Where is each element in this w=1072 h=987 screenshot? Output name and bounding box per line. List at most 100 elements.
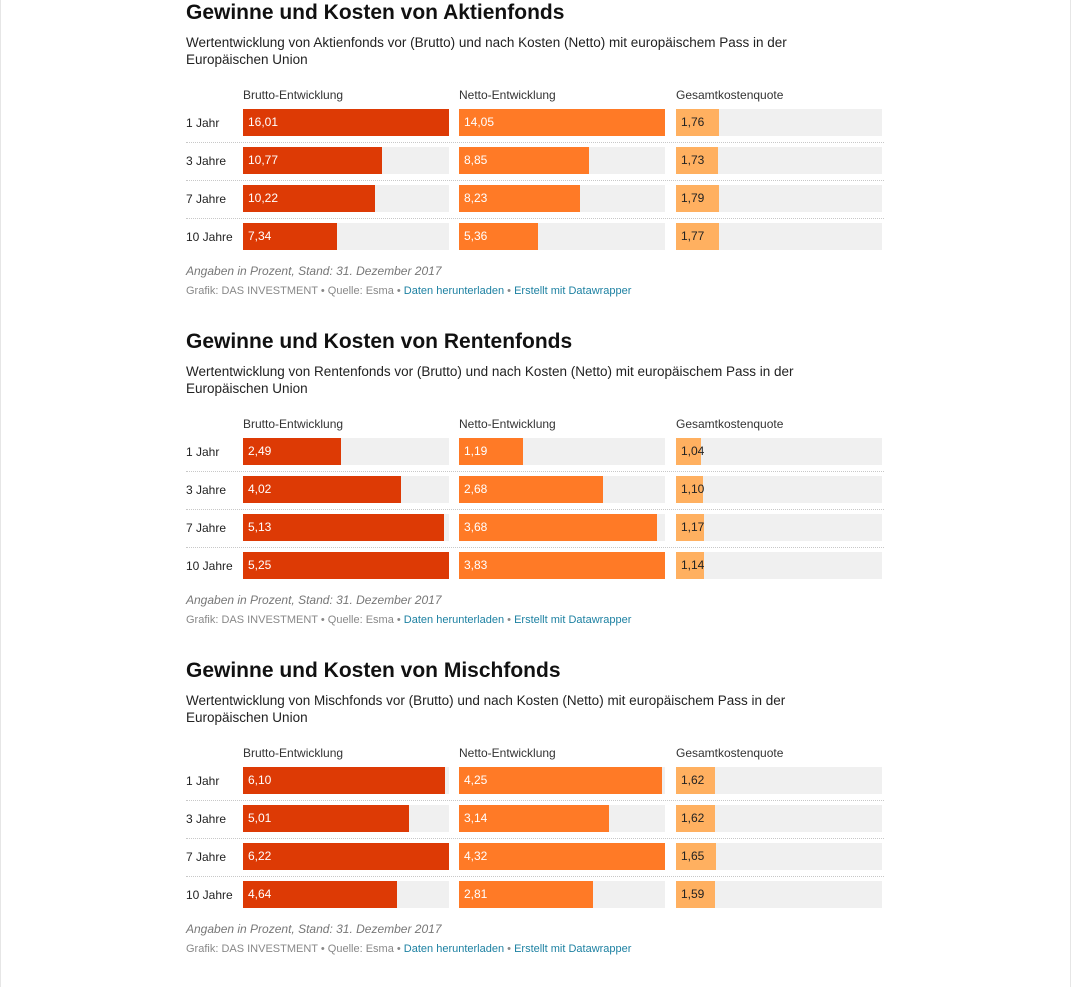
bar-track-kosten: 1,04 [676,438,882,465]
bar-track-kosten: 1,65 [676,843,882,870]
table-row: 3 Jahre 10,77 8,85 1,73 [186,143,884,181]
bar-kosten [676,552,704,579]
chart-subtitle: Wertentwicklung von Aktienfonds vor (Bru… [186,35,787,67]
bar-value-brutto: 5,25 [248,558,272,572]
source-separator: • [393,943,404,955]
bar-value-netto: 4,32 [464,849,488,863]
bar-value-netto: 8,23 [464,191,488,205]
bar-netto [459,109,665,136]
column-header-kosten: Gesamtkostenquote [676,746,784,760]
download-data-link[interactable]: Daten herunterladen [403,943,505,955]
column-header-kosten: Gesamtkostenquote [676,88,784,102]
bar-track-netto: 2,68 [459,476,665,503]
bar-track-kosten: 1,10 [676,476,882,503]
table-row: 1 Jahr 2,49 1,19 1,04 [186,434,884,472]
bar-track-brutto: 4,64 [243,881,449,908]
bar-brutto [243,767,445,794]
chart-note: Angaben in Prozent, Stand: 31. Dezember … [186,593,442,607]
column-header-netto: Netto-Entwicklung [459,417,556,431]
bar-kosten [676,881,715,908]
bar-value-brutto: 5,13 [248,520,272,534]
bar-value-brutto: 6,22 [248,849,272,863]
bar-value-brutto: 10,22 [248,191,279,205]
bar-brutto [243,476,401,503]
bar-track-kosten: 1,62 [676,767,882,794]
bar-kosten [676,185,719,212]
bar-track-kosten: 1,77 [676,223,882,250]
row-label: 3 Jahre [186,483,227,497]
source-grafik: Grafik: DAS INVESTMENT [186,614,318,626]
download-data-link[interactable]: Daten herunterladen [403,614,505,626]
source-quelle: Quelle: Esma [327,943,394,955]
chart-note: Angaben in Prozent, Stand: 31. Dezember … [186,264,442,278]
row-divider [186,547,884,548]
chart-title: Gewinne und Kosten von Mischfonds [186,659,561,682]
bar-track-brutto: 6,22 [243,843,449,870]
bar-netto [459,476,603,503]
chart-panel: Gewinne und Kosten von Aktienfonds Werten… [186,0,886,310]
bar-kosten [676,147,718,174]
bar-track-netto: 14,05 [459,109,665,136]
bar-kosten [676,843,716,870]
bar-kosten [676,438,701,465]
row-divider [186,471,884,472]
bar-value-kosten: 1,65 [681,849,705,863]
column-header-brutto: Brutto-Entwicklung [243,417,344,431]
bar-brutto [243,185,375,212]
bar-value-kosten: 1,79 [681,191,705,205]
datawrapper-link[interactable]: Erstellt mit Datawrapper [514,943,632,955]
bar-netto [459,514,657,541]
bar-track-netto: 3,68 [459,514,665,541]
datawrapper-link[interactable]: Erstellt mit Datawrapper [514,285,632,297]
table-row: 1 Jahr 16,01 14,05 1,76 [186,105,884,143]
bar-track-brutto: 2,49 [243,438,449,465]
bar-value-brutto: 4,02 [248,482,272,496]
bar-value-netto: 2,81 [464,887,488,901]
chart-title: Gewinne und Kosten von Aktienfonds [186,1,565,24]
bar-track-kosten: 1,59 [676,881,882,908]
row-label: 10 Jahre [186,559,233,573]
column-header-netto: Netto-Entwicklung [459,88,556,102]
bar-track-kosten: 1,62 [676,805,882,832]
row-divider [186,876,884,877]
bar-value-netto: 2,68 [464,482,488,496]
row-label: 3 Jahre [186,812,227,826]
bar-netto [459,843,665,870]
bar-track-brutto: 7,34 [243,223,449,250]
bar-brutto [243,552,449,579]
bar-value-netto: 14,05 [464,115,495,129]
bar-value-netto: 5,36 [464,229,488,243]
bar-track-netto: 8,85 [459,147,665,174]
chart-panel: Gewinne und Kosten von Mischfonds Wertent… [186,658,886,968]
source-grafik: Grafik: DAS INVESTMENT [186,943,318,955]
datawrapper-link[interactable]: Erstellt mit Datawrapper [514,614,632,626]
download-data-link[interactable]: Daten herunterladen [403,285,505,297]
table-row: 7 Jahre 10,22 8,23 1,79 [186,181,884,219]
bar-track-brutto: 5,25 [243,552,449,579]
bar-track-brutto: 10,22 [243,185,449,212]
bar-track-kosten: 1,79 [676,185,882,212]
bar-value-brutto: 2,49 [248,444,272,458]
bar-value-netto: 4,25 [464,773,488,787]
bar-netto [459,438,523,465]
bar-value-brutto: 16,01 [248,115,279,129]
bar-kosten [676,514,704,541]
table-row: 3 Jahre 4,02 2,68 1,10 [186,472,884,510]
bar-track-brutto: 6,10 [243,767,449,794]
bar-value-brutto: 7,34 [248,229,272,243]
bar-track-kosten: 1,17 [676,514,882,541]
row-divider [186,142,884,143]
bar-netto [459,881,593,908]
bar-value-netto: 3,83 [464,558,488,572]
bar-track-brutto: 16,01 [243,109,449,136]
bar-brutto [243,805,409,832]
bar-value-netto: 1,19 [464,444,488,458]
bar-brutto [243,438,341,465]
bar-track-netto: 1,19 [459,438,665,465]
bar-track-kosten: 1,76 [676,109,882,136]
bar-track-netto: 5,36 [459,223,665,250]
table-row: 7 Jahre 6,22 4,32 1,65 [186,839,884,877]
source-separator: • [504,943,515,955]
bar-track-kosten: 1,73 [676,147,882,174]
bar-netto [459,805,609,832]
